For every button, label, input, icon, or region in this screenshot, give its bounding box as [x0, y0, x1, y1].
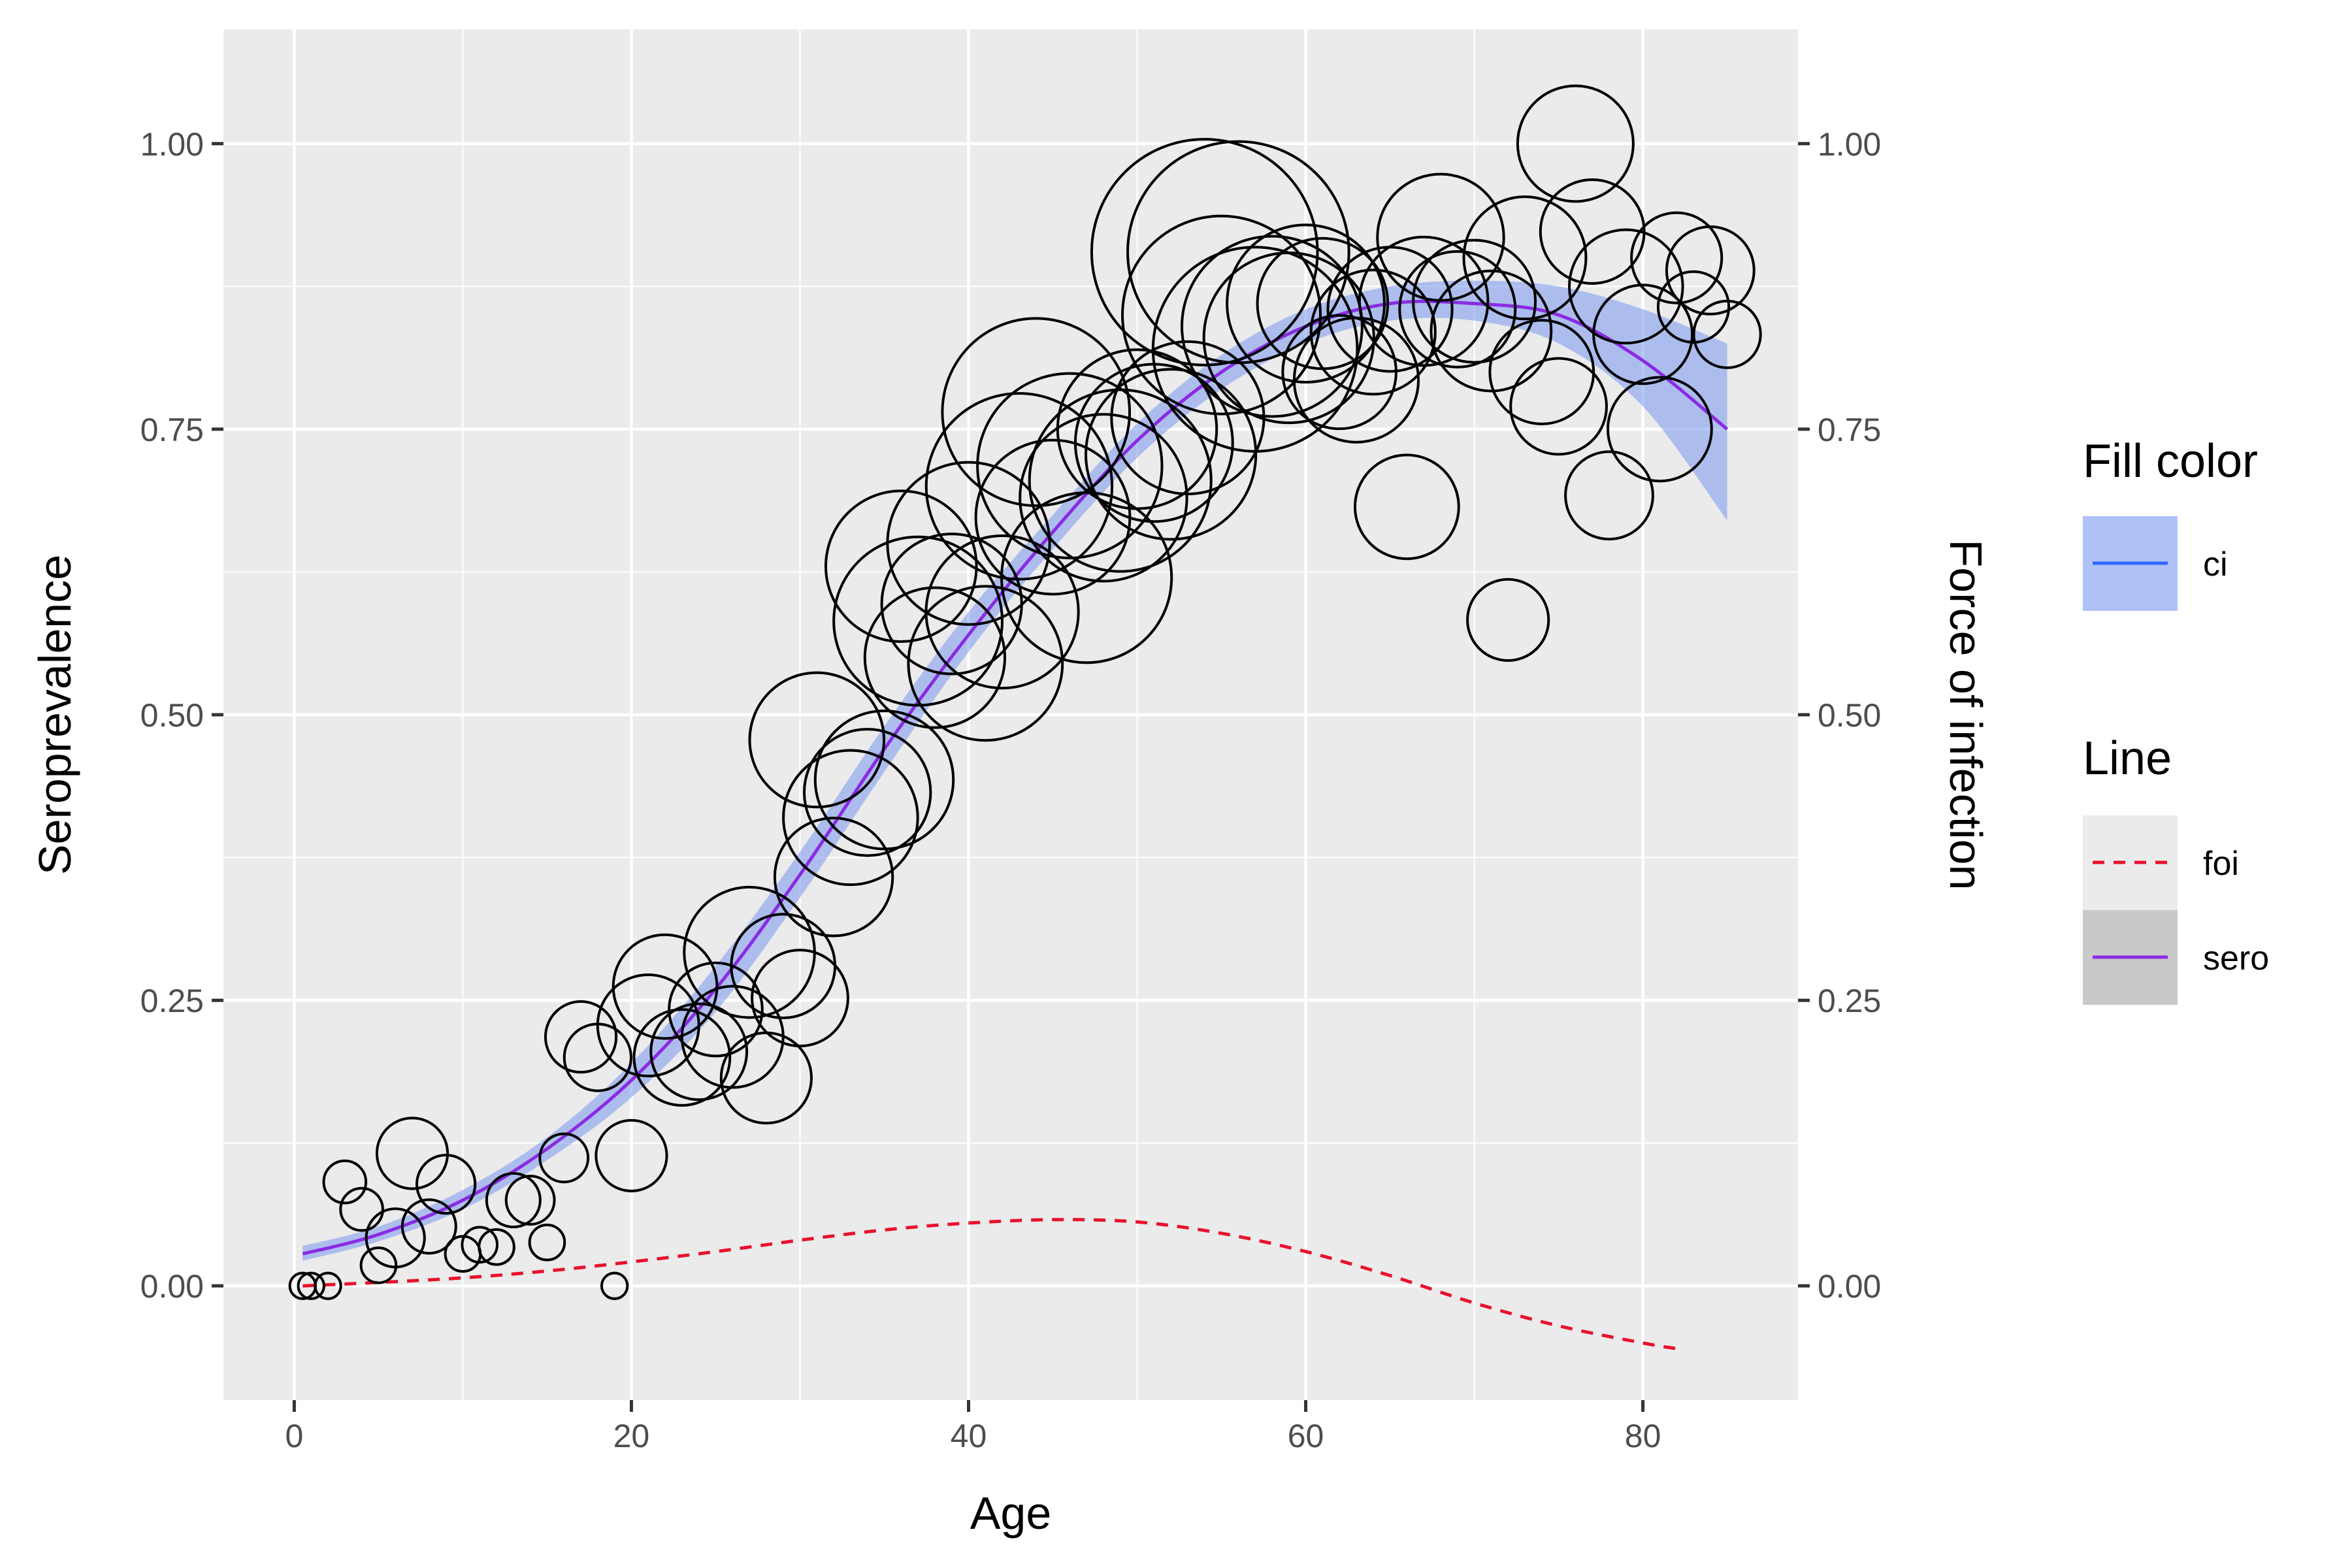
- data-point: [1412, 238, 1537, 364]
- data-point: [813, 709, 955, 851]
- data-point: [1564, 450, 1654, 541]
- data-point: [1665, 225, 1756, 316]
- x-tick-label: 80: [1625, 1418, 1661, 1454]
- legend: Fill color ci Line foi sero: [2083, 435, 2269, 1005]
- legend-title-line: Line: [2083, 732, 2172, 785]
- data-point: [1692, 299, 1762, 369]
- data-point: [802, 728, 932, 857]
- legend-title-fill: Fill color: [2083, 435, 2258, 487]
- data-point: [359, 1246, 398, 1284]
- data-point: [1151, 246, 1359, 453]
- data-point: [314, 1271, 342, 1300]
- legend-label-foi: foi: [2203, 845, 2239, 883]
- data-point: [1358, 235, 1490, 367]
- data-point: [1019, 413, 1188, 583]
- data-point: [1056, 348, 1218, 510]
- x-tick-label: 0: [285, 1418, 303, 1454]
- data-point: [339, 1186, 384, 1232]
- data-point: [297, 1271, 325, 1300]
- data-point: [1630, 211, 1723, 304]
- data-point: [748, 671, 886, 809]
- data-point: [595, 1119, 668, 1192]
- data-point: [863, 586, 1006, 729]
- y-tick-label-right: 0.25: [1818, 983, 1881, 1019]
- data-point: [1028, 388, 1213, 573]
- sero-line: [302, 299, 1729, 1256]
- data-point: [538, 1132, 590, 1184]
- data-point: [544, 1000, 618, 1074]
- data-point: [751, 949, 849, 1047]
- data-point: [1090, 138, 1319, 367]
- legend-label-ci: ci: [2203, 546, 2228, 583]
- data-point: [365, 1207, 426, 1269]
- data-point: [1000, 491, 1173, 664]
- y-axis-left: 0.00 0.25 0.50 0.75 1.00: [140, 126, 223, 1305]
- data-point: [1509, 357, 1608, 456]
- data-point: [1462, 195, 1588, 321]
- y-tick-label-right: 0.50: [1818, 697, 1881, 734]
- data-point: [668, 961, 764, 1058]
- data-point: [1202, 251, 1375, 425]
- data-point: [528, 1223, 566, 1262]
- x-tick-label: 20: [613, 1418, 650, 1454]
- data-point: [773, 817, 894, 938]
- data-point: [782, 749, 919, 887]
- y-axis-title: Seroprevalence: [29, 555, 80, 875]
- data-point: [375, 1117, 449, 1190]
- y-axis-right-title: Force of infection: [1940, 540, 1991, 890]
- y-tick-label-right: 0.75: [1818, 412, 1881, 448]
- data-point: [1226, 223, 1386, 384]
- data-point: [907, 585, 1064, 742]
- y-tick-label-left: 1.00: [140, 126, 204, 163]
- data-point: [832, 535, 1004, 707]
- legend-label-sero: sero: [2203, 939, 2269, 977]
- data-point: [1181, 235, 1364, 418]
- data-point: [600, 1271, 629, 1300]
- data-point: [1121, 214, 1322, 416]
- data-point: [1353, 453, 1460, 561]
- data-point: [1568, 228, 1684, 345]
- data-point: [824, 489, 978, 644]
- data-point: [322, 1159, 368, 1205]
- data-point: [612, 933, 719, 1040]
- x-axis: 0 20 40 60 80: [285, 1400, 1661, 1454]
- foi-line: [302, 1218, 1677, 1350]
- data-point: [1429, 269, 1553, 393]
- data-point: [1292, 316, 1420, 444]
- y-axis-right: 0.00 0.25 0.50 0.75 1.00: [1798, 126, 1881, 1305]
- data-point: [924, 392, 1114, 581]
- y-tick-label-right: 1.00: [1818, 126, 1881, 163]
- y-tick-label-left: 0.75: [140, 412, 204, 448]
- data-point: [400, 1198, 457, 1255]
- data-point: [1309, 269, 1437, 396]
- data-point: [1466, 578, 1550, 662]
- y-tick-label-left: 0.25: [140, 983, 204, 1019]
- data-point: [976, 372, 1164, 560]
- data-point: [478, 1228, 515, 1266]
- data-point: [649, 1002, 749, 1102]
- data-point: [886, 461, 1051, 626]
- data-point: [941, 317, 1132, 507]
- x-tick-label: 40: [951, 1418, 987, 1454]
- y-tick-label-left: 0.00: [140, 1268, 204, 1305]
- data-point: [415, 1153, 477, 1215]
- data-point: [1592, 284, 1694, 385]
- data-point: [1516, 84, 1635, 203]
- data-point: [924, 534, 1080, 690]
- x-tick-label: 60: [1288, 1418, 1324, 1454]
- x-axis-title: Age: [970, 1488, 1052, 1539]
- data-point: [461, 1226, 499, 1264]
- data-point: [504, 1175, 556, 1226]
- y-tick-label-left: 0.50: [140, 697, 204, 734]
- data-point: [632, 1008, 732, 1107]
- y-tick-label-right: 0.00: [1818, 1268, 1881, 1305]
- data-point: [1398, 250, 1517, 368]
- data-point: [1607, 376, 1713, 483]
- data-point: [1126, 140, 1350, 365]
- grid-major: [223, 29, 1798, 1400]
- data-point: [485, 1172, 542, 1229]
- data-points: [288, 84, 1762, 1300]
